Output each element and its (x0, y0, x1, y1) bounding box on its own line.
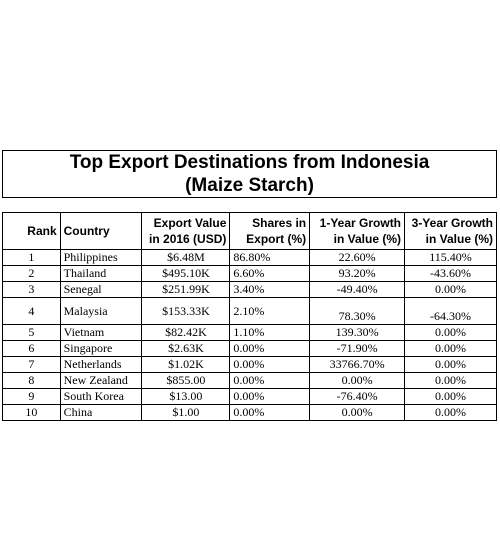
cell-growth-1yr: 139.30% (309, 324, 406, 341)
cell-export-value: $1.00 (141, 404, 231, 421)
cell-growth-3yr: 115.40% (404, 249, 497, 266)
table-title: Top Export Destinations from Indonesia (… (2, 150, 497, 198)
cell-rank: 10 (2, 404, 61, 421)
cell-export-value: $855.00 (141, 372, 231, 389)
header-export-value: Export Value in 2016 (USD) (141, 212, 231, 250)
cell-rank: 9 (2, 388, 61, 405)
cell-country: Senegal (59, 281, 143, 298)
cell-growth-3yr: -64.30% (404, 297, 497, 325)
cell-country: Malaysia (59, 297, 143, 325)
table-row: 3 Senegal $251.99K 3.40% -49.40% 0.00% (2, 281, 497, 298)
cell-growth-3yr: 0.00% (404, 340, 497, 357)
cell-country: Netherlands (59, 356, 143, 373)
header-growth-1yr-line1: 1-Year Growth (319, 216, 402, 230)
cell-share: 0.00% (229, 404, 311, 421)
cell-share: 1.10% (229, 324, 311, 341)
cell-rank: 8 (2, 372, 61, 389)
cell-export-value: $495.10K (141, 265, 231, 282)
cell-country: South Korea (59, 388, 143, 405)
header-rank: Rank (2, 212, 61, 250)
header-growth-3yr-line1: 3-Year Growth (411, 216, 493, 230)
header-growth-1yr: 1-Year Growth in Value (%) (309, 212, 406, 250)
header-export-value-line1: Export Value (153, 216, 227, 230)
cell-country: New Zealand (59, 372, 143, 389)
cell-export-value: $6.48M (141, 249, 231, 266)
cell-share: 2.10% (229, 297, 311, 325)
cell-export-value: $82.42K (141, 324, 231, 341)
cell-rank: 1 (2, 249, 61, 266)
cell-share: 0.00% (229, 356, 311, 373)
cell-rank: 4 (2, 297, 61, 325)
table-title-line1: Top Export Destinations from Indonesia (69, 152, 430, 173)
cell-export-value: $251.99K (141, 281, 231, 298)
cell-export-value: $13.00 (141, 388, 231, 405)
cell-export-value: $1.02K (141, 356, 231, 373)
cell-export-value: $2.63K (141, 340, 231, 357)
spacer-row (2, 197, 497, 209)
cell-growth-1yr: -76.40% (309, 388, 406, 405)
cell-rank: 2 (2, 265, 61, 282)
header-growth-1yr-line2: in Value (%) (333, 232, 402, 246)
cell-country: Thailand (59, 265, 143, 282)
cell-country: Philippines (59, 249, 143, 266)
cell-export-value: $153.33K (141, 297, 231, 325)
cell-rank: 3 (2, 281, 61, 298)
header-share: Shares in Export (%) (229, 212, 311, 250)
header-export-value-line2: in 2016 (USD) (149, 232, 227, 246)
cell-growth-1yr: 22.60% (309, 249, 406, 266)
cell-growth-1yr: 0.00% (309, 404, 406, 421)
cell-share: 86.80% (229, 249, 311, 266)
header-row: Rank Country Export Value in 2016 (USD) … (2, 212, 497, 250)
cell-country: China (59, 404, 143, 421)
header-growth-3yr-line2: in Value (%) (425, 232, 493, 246)
cell-rank: 7 (2, 356, 61, 373)
table-row: 8 New Zealand $855.00 0.00% 0.00% 0.00% (2, 372, 497, 389)
cell-share: 6.60% (229, 265, 311, 282)
cell-country: Vietnam (59, 324, 143, 341)
table-row: 4 Malaysia $153.33K 2.10% 78.30% -64.30% (2, 297, 497, 325)
table-row: 2 Thailand $495.10K 6.60% 93.20% -43.60% (2, 265, 497, 282)
cell-growth-1yr: 93.20% (309, 265, 406, 282)
cell-growth-1yr: -49.40% (309, 281, 406, 298)
cell-growth-3yr: 0.00% (404, 281, 497, 298)
table-row: 6 Singapore $2.63K 0.00% -71.90% 0.00% (2, 340, 497, 357)
export-destinations-table: Rank Country Export Value in 2016 (USD) … (2, 212, 497, 421)
cell-share: 0.00% (229, 372, 311, 389)
cell-growth-1yr: 78.30% (309, 297, 406, 325)
header-share-line2: Export (%) (246, 232, 307, 246)
header-share-line1: Shares in (252, 216, 307, 230)
cell-growth-3yr: 0.00% (404, 324, 497, 341)
table-title-line2: (Maize Starch) (185, 175, 314, 196)
cell-growth-3yr: 0.00% (404, 404, 497, 421)
cell-share: 3.40% (229, 281, 311, 298)
cell-country: Singapore (59, 340, 143, 357)
table-row: 1 Philippines $6.48M 86.80% 22.60% 115.4… (2, 249, 497, 266)
cell-growth-3yr: -43.60% (404, 265, 497, 282)
header-country: Country (59, 212, 143, 250)
cell-growth-1yr: -71.90% (309, 340, 406, 357)
table-row: 9 South Korea $13.00 0.00% -76.40% 0.00% (2, 388, 497, 405)
cell-rank: 6 (2, 340, 61, 357)
cell-growth-1yr: 33766.70% (309, 356, 406, 373)
cell-growth-1yr: 0.00% (309, 372, 406, 389)
cell-share: 0.00% (229, 340, 311, 357)
cell-growth-3yr: 0.00% (404, 388, 497, 405)
cell-growth-3yr: 0.00% (404, 356, 497, 373)
header-growth-3yr: 3-Year Growth in Value (%) (404, 212, 497, 250)
cell-rank: 5 (2, 324, 61, 341)
table-row: 10 China $1.00 0.00% 0.00% 0.00% (2, 404, 497, 421)
table-row: 7 Netherlands $1.02K 0.00% 33766.70% 0.0… (2, 356, 497, 373)
table-row: 5 Vietnam $82.42K 1.10% 139.30% 0.00% (2, 324, 497, 341)
cell-share: 0.00% (229, 388, 311, 405)
cell-growth-3yr: 0.00% (404, 372, 497, 389)
